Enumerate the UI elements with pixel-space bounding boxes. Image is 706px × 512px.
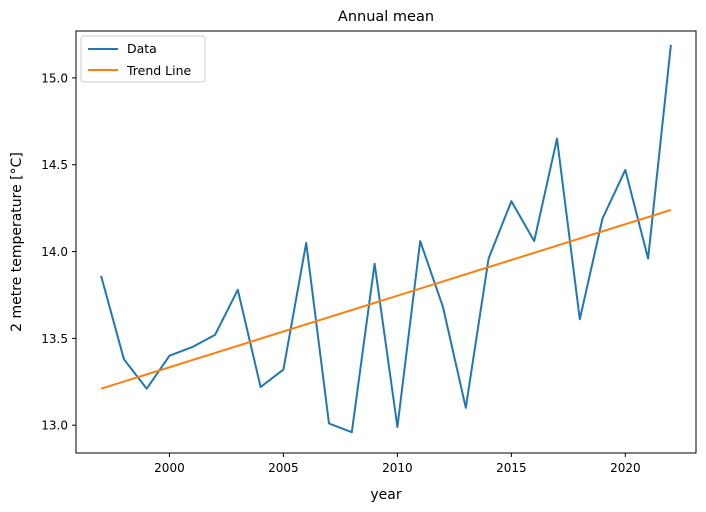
y-tick-label: 13.5 — [41, 332, 68, 346]
plot-frame — [75, 30, 697, 454]
legend-label-data: Data — [127, 41, 157, 56]
x-tick-label: 2020 — [610, 461, 641, 475]
y-axis-label: 2 metre temperature [°C] — [9, 152, 25, 332]
tick-layer: 2000 2005 2010 2015 2020 13.0 13.5 14.0 14.5 15.0 — [41, 71, 640, 475]
series-layer — [100, 44, 672, 434]
legend-label-trend: Trend Line — [126, 63, 192, 78]
x-axis-label: year — [370, 487, 401, 503]
y-tick-label: 14.0 — [41, 245, 68, 259]
chart-title: Annual mean — [338, 9, 434, 25]
x-tick-label: 2005 — [268, 461, 299, 475]
series-line-trend-line — [100, 208, 672, 390]
legend: Data Trend Line — [80, 35, 206, 83]
y-tick-label: 15.0 — [41, 71, 68, 85]
y-tick-label: 14.5 — [41, 158, 68, 172]
x-tick-label: 2000 — [154, 461, 185, 475]
x-tick-label: 2010 — [382, 461, 413, 475]
series-line-data — [100, 44, 672, 434]
x-tick-label: 2015 — [496, 461, 527, 475]
y-tick-label: 13.0 — [41, 419, 68, 433]
